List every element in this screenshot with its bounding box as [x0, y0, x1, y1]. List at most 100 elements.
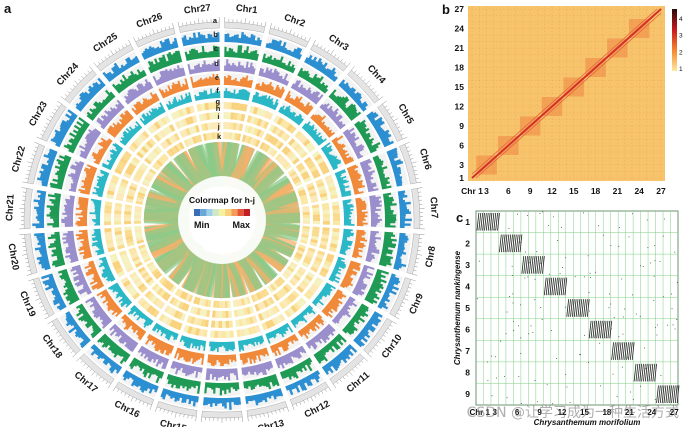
collinear-segment: [478, 212, 482, 231]
heat-track-cell: [240, 298, 246, 306]
heat-track-cell: [302, 211, 310, 216]
chromosome-label: Chr5: [395, 102, 416, 127]
track-f-bars: [92, 169, 110, 198]
heat-track-cell: [267, 308, 274, 317]
ideogram-tick: [406, 290, 410, 293]
track-b-bars: [202, 397, 241, 410]
dotplot-point: [660, 386, 662, 388]
heat-track-cell: [186, 315, 193, 324]
heat-track-cell: [106, 193, 114, 200]
ideogram-tick: [46, 118, 51, 122]
collinear-segment: [659, 385, 663, 404]
heat-track-cell: [330, 239, 339, 245]
heat-track-cell: [320, 240, 328, 246]
dotplot-x-tick-label: 21: [625, 408, 634, 417]
heat-track-cell: [135, 171, 144, 178]
heat-track-cell: [147, 279, 155, 287]
heat-track-cell: [300, 280, 309, 288]
heat-track-cell: [260, 289, 267, 298]
heat-track-cell: [180, 313, 187, 321]
heat-track-cell: [183, 139, 190, 148]
track-c-bars: [328, 89, 362, 121]
ideogram-tick: [27, 161, 33, 164]
ideogram-tick: [378, 341, 381, 344]
heat-track-cell: [322, 206, 330, 211]
heat-track-cell: [130, 141, 139, 150]
heat-track-cell: [273, 115, 280, 124]
heat-track-cell: [125, 235, 133, 241]
ideogram-tick: [125, 43, 128, 47]
track-f-bars: [301, 121, 327, 146]
track-d-bars: [258, 67, 290, 86]
collinear-segment: [504, 234, 508, 253]
ideogram-tick: [34, 290, 38, 293]
heat-track-cell: [305, 159, 314, 167]
chromosome-ideogram: [201, 410, 243, 419]
collinear-segment: [674, 385, 678, 404]
track-e-bars: [351, 229, 368, 259]
heat-track-cell: [309, 191, 317, 197]
dotplot-point: [561, 267, 563, 269]
ideogram-tick: [304, 37, 307, 41]
ideogram-tick: [303, 400, 305, 404]
heat-track-cell: [202, 329, 208, 337]
ideogram-tick: [110, 50, 114, 55]
ideogram-tick: [28, 166, 32, 168]
dotplot-point: [520, 403, 522, 405]
collinear-segment: [605, 320, 609, 339]
heat-track-cell: [179, 130, 186, 139]
heat-track-cell: [165, 125, 173, 134]
ideogram-tick: [163, 409, 165, 413]
dotplot-point: [671, 308, 673, 310]
heat-track-cell: [144, 157, 152, 165]
heat-track-cell: [311, 150, 320, 159]
colorbar-label: 3: [679, 33, 683, 40]
ideogram-tick: [70, 88, 73, 91]
track-f-bars: [127, 304, 154, 328]
heat-track-cell: [266, 146, 273, 154]
dotplot-point: [548, 224, 550, 226]
ideogram-tick: [57, 100, 62, 105]
track-f-bars: [91, 228, 105, 256]
heat-track-cell: [159, 129, 167, 138]
colormap-title: Colormap for h-j: [189, 195, 255, 205]
ideogram-tick: [297, 34, 299, 37]
heat-track-cell: [178, 141, 185, 150]
heat-track-cell: [312, 229, 320, 234]
chromosome-label: Chr16: [112, 399, 141, 421]
heat-track-cell: [307, 162, 316, 170]
ideogram-tick: [120, 391, 123, 394]
ideogram-tick: [260, 22, 262, 26]
ideogram-tick: [386, 108, 390, 111]
track-letter: c: [214, 44, 218, 53]
heat-track-cell: [135, 234, 143, 239]
heat-track-cell: [183, 324, 190, 333]
heat-track-cell: [259, 109, 267, 118]
dotplot-point: [532, 331, 534, 333]
heat-track-cell: [137, 168, 145, 175]
track-e-bars: [91, 137, 113, 165]
heat-track-cell: [152, 297, 160, 306]
ideogram-tick: [74, 80, 79, 85]
dotplot-point: [520, 352, 522, 354]
heat-track-cell: [104, 213, 112, 218]
heat-track-cell: [306, 289, 315, 297]
heat-track-cell: [106, 242, 115, 249]
heat-track-cell: [147, 126, 155, 134]
heat-track-cell: [204, 102, 210, 111]
ideogram-tick: [201, 416, 202, 422]
heat-track-cell: [286, 266, 295, 273]
ideogram-tick: [141, 35, 144, 39]
heat-track-cell: [134, 217, 142, 221]
heat-track-cell: [293, 143, 301, 151]
heat-track-cell: [156, 131, 164, 140]
heat-track-cell: [200, 103, 206, 111]
heat-track-cell: [154, 161, 162, 169]
dotplot-point: [517, 325, 519, 327]
heat-track-cell: [147, 263, 156, 271]
ideogram-tick: [256, 22, 258, 26]
heat-track-cell: [140, 299, 148, 308]
track-letter: h: [216, 104, 221, 113]
ideogram-tick: [114, 49, 117, 53]
heat-track-cell: [261, 143, 268, 151]
